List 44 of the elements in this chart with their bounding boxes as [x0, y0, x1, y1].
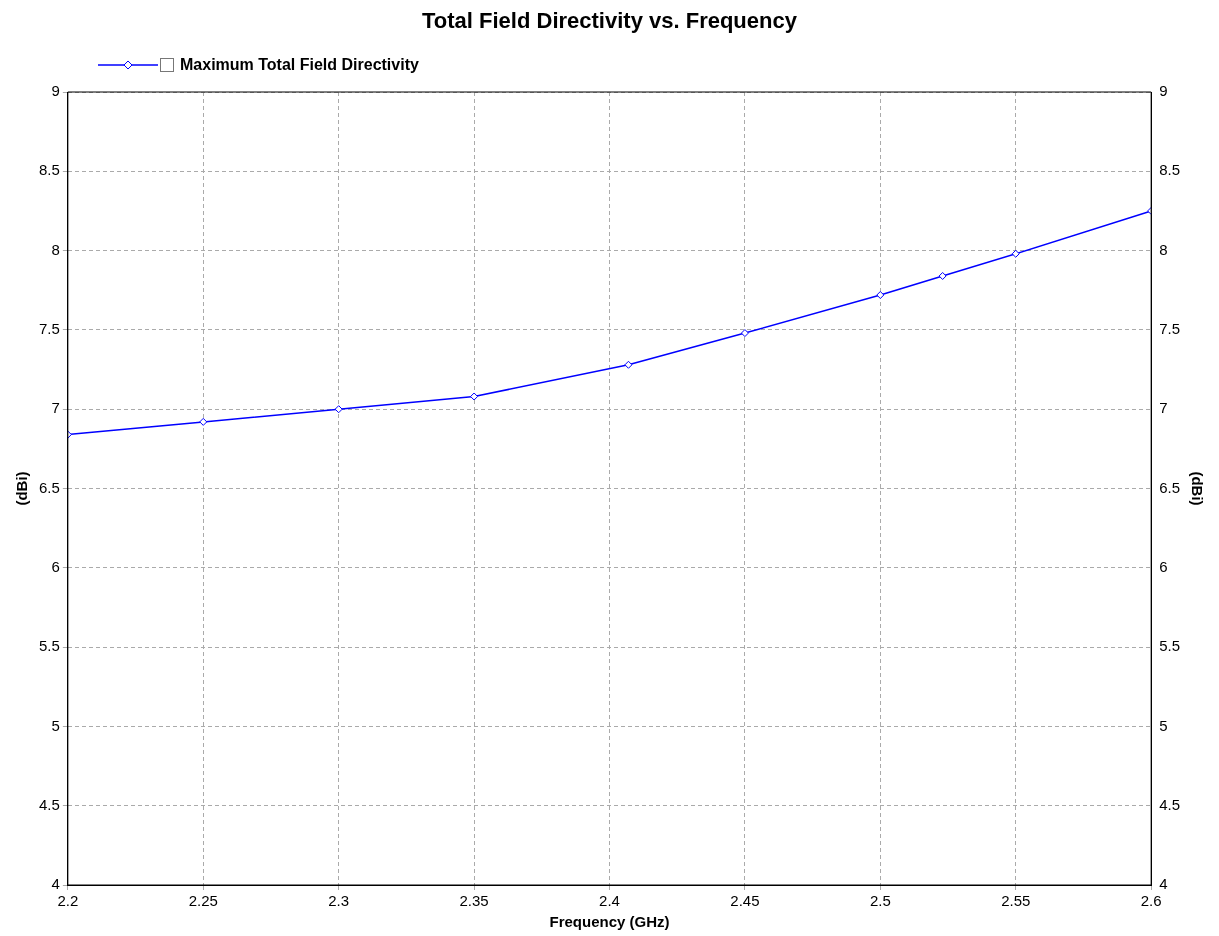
chart-title: Total Field Directivity vs. Frequency [421, 8, 798, 34]
point [624, 360, 633, 369]
y-tick-label: 9 [51, 82, 60, 100]
point [938, 271, 947, 280]
y-tick-label: 7 [51, 399, 60, 417]
text: Maximum Total Field Directivity [180, 56, 419, 74]
x-axis-title: Frequency (GHz) [549, 913, 670, 931]
y2-tick-label: 4.5 [1159, 795, 1181, 813]
y2-tick-label: 8.5 [1159, 161, 1181, 179]
y2-tick-label: 5 [1159, 716, 1168, 734]
y-tick-label: 6 [51, 557, 60, 575]
y-axis-title: (dBi) [13, 471, 31, 506]
y-tick-label: 8 [51, 240, 60, 258]
y2-tick-label: 6 [1159, 557, 1168, 575]
x-tick-label: 2.35 [459, 892, 489, 910]
x-tick-label: 2.55 [1001, 892, 1031, 910]
x-tick-label: 2.3 [328, 892, 350, 910]
point [1011, 249, 1020, 258]
y-tick-label: 6.5 [38, 478, 60, 496]
x-tick-label: 2.5 [869, 892, 891, 910]
point [470, 392, 479, 401]
y2-tick-label: 7 [1159, 399, 1168, 417]
y-tick-label: 4.5 [38, 795, 60, 813]
point [876, 291, 885, 300]
point [334, 405, 343, 414]
y2-tick-label: 9 [1159, 82, 1168, 100]
y2-tick-label: 4 [1159, 875, 1168, 893]
y-tick-label: 4 [51, 875, 60, 893]
y-tick-label: 7.5 [38, 320, 60, 338]
point [740, 329, 749, 338]
x-tick-label: 2.6 [1140, 892, 1162, 910]
point [199, 417, 208, 426]
y-tick-label: 5 [51, 716, 60, 734]
x-tick-label: 2.2 [57, 892, 79, 910]
y2-tick-label: 8 [1159, 240, 1168, 258]
y2-tick-label: 5.5 [1159, 637, 1181, 655]
y-tick-label: 8.5 [38, 161, 60, 179]
y2-tick-label: 7.5 [1159, 320, 1181, 338]
y2-tick-label: 6.5 [1159, 478, 1181, 496]
x-tick-label: 2.4 [599, 892, 620, 910]
y2-axis-title: (dBi) [1188, 471, 1206, 506]
x-tick-label: 2.45 [730, 892, 760, 910]
y-tick-label: 5.5 [38, 637, 60, 655]
x-tick-label: 2.25 [188, 892, 218, 910]
